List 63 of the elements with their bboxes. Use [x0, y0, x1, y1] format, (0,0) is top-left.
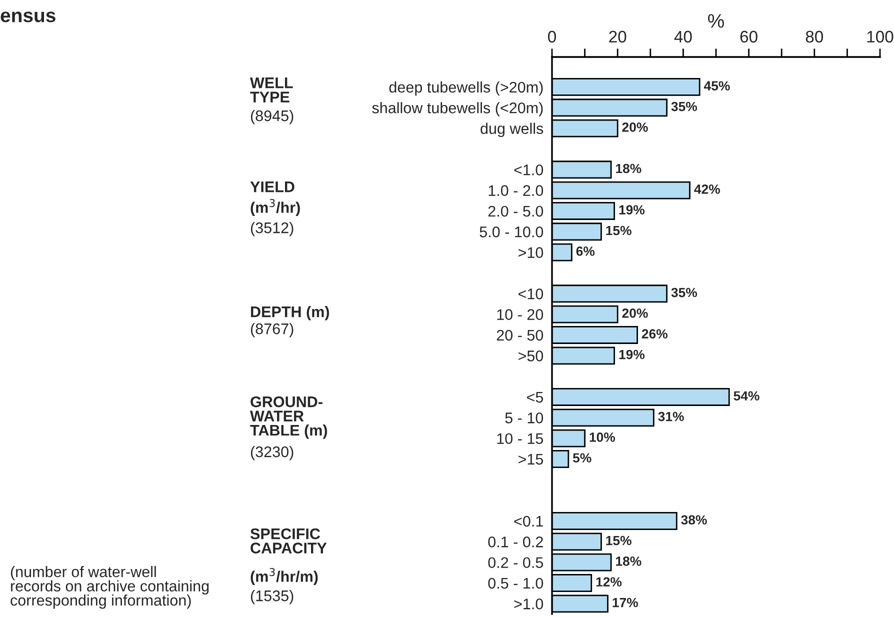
x-tick-label: 60 — [740, 30, 758, 43]
y-tick-label: 10 - 20 — [497, 309, 544, 320]
data-label: 38% — [681, 515, 707, 525]
data-label: 19% — [619, 350, 645, 360]
data-label: 18% — [616, 164, 642, 174]
text: SPECIFIC CAPACITY — [250, 528, 327, 554]
y-tick-label: 2.0 - 5.0 — [488, 206, 544, 217]
x-tick-label: 20 — [609, 30, 626, 43]
y-tick-label: 5.0 - 10.0 — [480, 226, 544, 238]
text: (1535) — [250, 590, 294, 604]
y-tick-label: shallow tubewells (<20m) — [372, 102, 543, 116]
y-tick-label: >15 — [518, 454, 544, 465]
y-tick-label: deep tubewells (>20m) — [389, 81, 543, 96]
text: (m$^{3}$/hr/m) — [250, 568, 318, 585]
text: (3512) — [250, 222, 294, 236]
data-label: 17% — [612, 598, 638, 608]
y-tick-label: 0.1 - 0.2 — [488, 536, 543, 548]
text: YIELD — [250, 182, 294, 192]
text: GROUND- WATER TABLE (m) — [250, 396, 328, 439]
data-label: 19% — [619, 205, 645, 215]
text: (8767) — [250, 323, 294, 338]
y-tick-label: 5 - 10 — [505, 412, 544, 424]
text: DEPTH (m) — [251, 306, 330, 320]
y-tick-label: 0.5 - 1.0 — [488, 578, 544, 589]
text: (3230) — [250, 446, 294, 460]
text: WELL TYPE — [250, 78, 293, 102]
text: (number of water-well records on archive containing corresponding information) — [10, 566, 209, 609]
data-label: 26% — [642, 329, 668, 339]
data-label: 5% — [572, 453, 592, 463]
y-tick-label: >10 — [518, 247, 544, 258]
data-label: 6% — [576, 246, 595, 256]
text: (8945) — [250, 110, 294, 124]
text: ensus — [0, 12, 56, 22]
x-tick-label: 100 — [867, 30, 894, 43]
data-label: 12% — [596, 577, 622, 587]
data-label: 31% — [658, 412, 684, 422]
data-label: 42% — [694, 184, 720, 194]
y-tick-label: 10 - 15 — [497, 433, 544, 444]
x-tick-label: 40 — [674, 30, 692, 43]
data-label: 35% — [671, 102, 698, 112]
data-label: 35% — [671, 288, 698, 298]
x-axis-title: % — [708, 14, 724, 28]
data-label: 45% — [704, 81, 730, 91]
data-label: 15% — [606, 536, 632, 546]
data-label: 10% — [590, 432, 616, 442]
y-tick-label: <0.1 — [514, 516, 543, 527]
y-tick-label: 1.0 - 2.0 — [488, 185, 544, 196]
y-tick-label: <1.0 — [514, 164, 544, 176]
y-tick-label: <5 — [527, 392, 544, 403]
data-label: 20% — [622, 122, 648, 132]
text: (m$^{3}$/hr) — [250, 199, 300, 216]
x-tick-label: 80 — [806, 30, 824, 43]
y-tick-label: 20 - 50 — [496, 330, 544, 341]
y-tick-label: >50 — [518, 350, 544, 362]
y-tick-label: dug wells — [480, 122, 544, 138]
data-label: 15% — [606, 226, 632, 236]
y-tick-label: <10 — [518, 288, 544, 300]
data-label: 18% — [616, 556, 642, 566]
data-label: 20% — [622, 308, 648, 318]
x-tick-label: 0 — [548, 30, 556, 43]
y-tick-label: 0.2 - 0.5 — [488, 557, 544, 568]
y-tick-label: >1.0 — [514, 598, 544, 610]
data-label: 54% — [734, 391, 760, 401]
